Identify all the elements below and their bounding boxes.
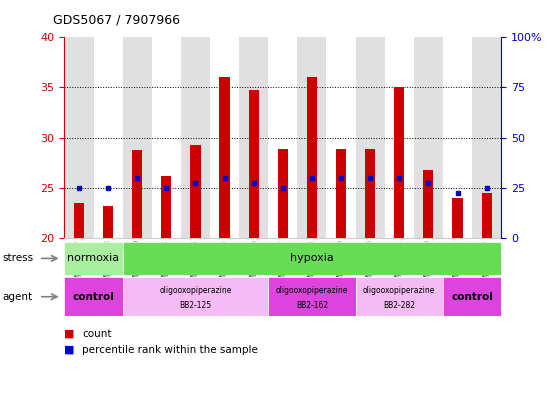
Bar [414,37,443,238]
Text: control: control [451,292,493,302]
Bar [220,77,230,238]
Bar [123,37,152,238]
Bar [394,87,404,238]
Bar [103,206,113,238]
Bar [307,77,317,238]
Bar [64,37,94,238]
Bar [239,37,268,238]
Text: normoxia: normoxia [67,253,120,263]
Bar [210,37,239,238]
Text: agent: agent [3,292,33,302]
Text: oligooxopiperazine: oligooxopiperazine [363,286,436,295]
Text: ■: ■ [64,329,75,339]
Text: percentile rank within the sample: percentile rank within the sample [82,345,258,355]
Bar [472,37,501,238]
Bar [123,242,501,275]
Bar [181,37,210,238]
Text: ■: ■ [64,345,75,355]
Bar [249,90,259,238]
Bar [482,193,492,238]
Text: hypoxia: hypoxia [290,253,334,263]
Bar [64,242,123,275]
Bar [326,37,356,238]
Bar [268,277,356,316]
Bar [356,37,385,238]
Bar [443,37,472,238]
Text: oligooxopiperazine: oligooxopiperazine [159,286,232,295]
Bar [64,277,123,316]
Text: GDS5067 / 7907966: GDS5067 / 7907966 [53,14,180,27]
Bar [452,198,463,238]
Bar [161,176,171,238]
Text: count: count [82,329,112,339]
Text: BB2-125: BB2-125 [179,301,212,310]
Text: control: control [73,292,114,302]
Bar [423,170,433,238]
Bar [152,37,181,238]
Bar [74,203,84,238]
Bar [385,37,414,238]
Text: stress: stress [3,253,34,263]
Bar [190,145,200,238]
Bar [365,149,375,238]
Bar [94,37,123,238]
Bar [297,37,326,238]
Bar [278,149,288,238]
Bar [268,37,297,238]
Text: BB2-162: BB2-162 [296,301,328,310]
Text: BB2-282: BB2-282 [383,301,416,310]
Bar [132,150,142,238]
Text: oligooxopiperazine: oligooxopiperazine [276,286,348,295]
Bar [356,277,443,316]
Bar [123,277,268,316]
Bar [336,149,346,238]
Bar [443,277,501,316]
